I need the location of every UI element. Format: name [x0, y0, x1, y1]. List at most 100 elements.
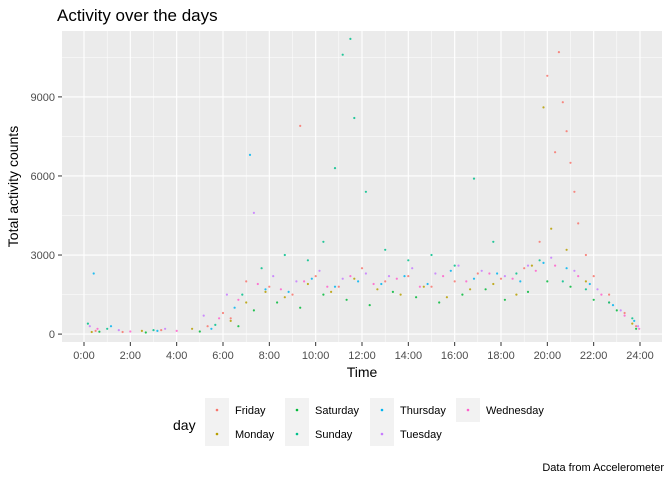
x-tick-label: 4:00 — [166, 350, 187, 362]
point-thursday — [380, 282, 383, 286]
point-thursday — [472, 277, 476, 280]
point-wednesday — [279, 288, 282, 291]
caption: Data from Accelerometer — [542, 462, 664, 474]
point-friday — [453, 280, 456, 283]
point-friday — [546, 74, 549, 77]
legend-label-saturday: Saturday — [315, 405, 360, 417]
point-wednesday — [488, 272, 491, 275]
point-friday — [206, 325, 209, 328]
point-tuesday — [341, 277, 344, 280]
point-wednesday — [577, 275, 580, 278]
point-monday — [550, 227, 553, 230]
point-sunday — [106, 327, 109, 330]
point-wednesday — [465, 280, 468, 283]
point-friday — [623, 311, 626, 315]
point-wednesday — [534, 269, 537, 272]
point-friday — [569, 161, 572, 164]
point-thursday — [403, 275, 406, 278]
point-sunday — [353, 116, 356, 120]
point-thursday — [449, 269, 452, 272]
point-sunday — [407, 259, 410, 262]
point-monday — [245, 301, 248, 304]
point-tuesday — [252, 211, 255, 214]
point-sunday — [333, 167, 337, 170]
point-saturday — [503, 298, 506, 301]
point-friday — [608, 293, 611, 296]
grid — [62, 31, 662, 342]
point-wednesday — [418, 285, 421, 288]
legend-symbol-monday — [215, 432, 219, 436]
legend-label-friday: Friday — [235, 405, 266, 417]
point-wednesday — [442, 275, 445, 278]
point-wednesday — [623, 314, 626, 317]
point-friday — [384, 280, 387, 283]
legend-symbol-sunday — [295, 432, 299, 436]
point-saturday — [198, 330, 201, 333]
point-saturday — [98, 330, 101, 333]
point-thursday — [333, 285, 337, 288]
point-saturday — [526, 290, 530, 293]
x-tick-label: 24:00 — [626, 350, 654, 362]
point-tuesday — [526, 264, 530, 267]
point-friday — [554, 151, 557, 154]
y-axis: 0 3000 6000 9000 — [31, 92, 62, 341]
point-monday — [515, 293, 518, 296]
legend-symbol-wednesday — [466, 408, 470, 412]
x-tick-label: 0:00 — [73, 350, 94, 362]
point-tuesday — [202, 314, 205, 317]
point-thursday — [92, 272, 95, 275]
legend-label-sunday: Sunday — [315, 429, 353, 441]
point-sunday — [608, 301, 611, 304]
legend-symbol-saturday — [295, 408, 299, 412]
legend-title: day — [173, 417, 196, 433]
point-thursday — [248, 153, 252, 156]
point-thursday — [426, 282, 429, 286]
point-tuesday — [411, 267, 414, 270]
point-friday — [565, 130, 568, 133]
point-wednesday — [218, 317, 221, 320]
point-monday — [631, 322, 634, 325]
point-friday — [94, 329, 97, 332]
legend-symbol-tuesday — [380, 432, 384, 436]
point-thursday — [287, 290, 290, 293]
point-thursday — [357, 280, 360, 283]
point-wednesday — [129, 330, 132, 333]
point-thursday — [542, 261, 545, 264]
point-wednesday — [349, 275, 352, 278]
point-tuesday — [503, 275, 506, 278]
point-wednesday — [326, 285, 329, 288]
point-saturday — [461, 293, 464, 296]
point-thursday — [156, 329, 159, 332]
point-friday — [592, 275, 595, 278]
point-wednesday — [175, 329, 178, 332]
point-wednesday — [372, 282, 375, 286]
chart-title: Activity over the days — [57, 6, 218, 25]
point-monday — [283, 296, 286, 299]
point-monday — [264, 290, 267, 293]
point-friday — [635, 325, 638, 328]
point-saturday — [615, 309, 618, 312]
point-friday — [268, 285, 271, 288]
point-thursday — [210, 327, 213, 330]
point-thursday — [233, 306, 236, 309]
point-friday — [121, 330, 124, 334]
point-monday — [445, 296, 448, 299]
point-sunday — [214, 323, 217, 326]
point-sunday — [384, 248, 387, 251]
y-tick-label: 9000 — [31, 92, 55, 104]
y-tick-label: 6000 — [31, 171, 55, 183]
x-tick-label: 8:00 — [259, 350, 280, 362]
point-friday — [573, 190, 576, 193]
point-monday — [330, 290, 333, 293]
point-sunday — [492, 240, 495, 243]
point-wednesday — [554, 264, 557, 267]
point-sunday — [631, 317, 634, 320]
point-sunday — [472, 177, 476, 180]
x-tick-label: 12:00 — [348, 350, 376, 362]
point-saturday — [252, 309, 255, 312]
point-friday — [314, 275, 317, 278]
point-thursday — [565, 267, 568, 270]
legend-symbol-friday — [215, 408, 219, 412]
point-sunday — [430, 253, 433, 257]
point-monday — [399, 293, 402, 296]
